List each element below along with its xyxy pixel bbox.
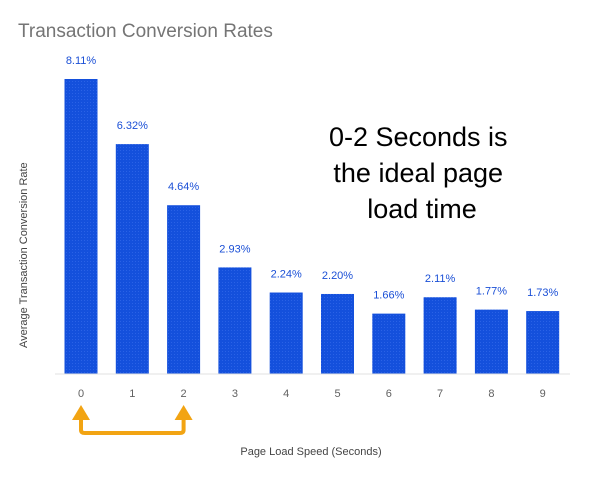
annotation-text: 0-2 Seconds is the ideal page load time [329,122,515,224]
data-labels-group: 8.11% 6.32% 4.64% 2.93% 2.24% 2.20% 1.66% 2.11%… [66,55,559,302]
bracket-line [79,419,186,435]
bar-1 [115,144,149,374]
x-tick-7: 7 [437,388,443,400]
bar-4 [269,292,303,374]
bar-8 [474,309,508,374]
data-label-3: 2.93% [219,243,250,255]
x-tick-1: 1 [129,388,135,400]
bracket-arrowhead-right [174,405,193,420]
x-tick-0: 0 [78,388,84,400]
annotation-line-1: 0-2 Seconds is [329,122,508,152]
x-tick-5: 5 [334,388,340,400]
x-axis-label: Page Load Speed (Seconds) [240,446,381,458]
bar-3 [218,267,252,374]
x-tick-8: 8 [488,388,494,400]
data-label-5: 2.20% [322,270,353,282]
bar-0 [64,79,98,374]
x-tick-2: 2 [181,388,187,400]
chart-title: Transaction Conversion Rates [18,21,273,42]
data-label-0: 8.11% [66,55,97,67]
bar-6 [372,313,406,374]
annotation-line-2: the ideal page [333,158,503,188]
data-label-2: 4.64% [168,181,199,193]
ideal-range-bracket [72,405,193,435]
bar-5 [321,293,354,374]
data-label-4: 2.24% [271,269,302,281]
bar-2 [167,205,201,374]
x-tick-9: 9 [540,388,546,400]
bars-group [64,79,560,374]
data-label-8: 1.77% [476,286,507,298]
bar-9 [526,311,560,374]
x-tick-4: 4 [283,388,289,400]
data-label-9: 1.73% [527,287,558,299]
data-label-6: 1.66% [373,290,404,302]
bracket-arrowhead-left [72,405,90,420]
y-axis-label: Average Transaction Conversion Rate [18,162,30,348]
annotation-line-3: load time [367,194,477,224]
data-label-7: 2.11% [425,273,456,285]
data-label-1: 6.32% [117,120,148,132]
bar-7 [423,297,457,374]
x-tick-3: 3 [232,388,238,400]
x-tick-6: 6 [386,388,392,400]
x-ticks-group: 0 1 2 3 4 5 6 7 8 9 [78,388,546,400]
